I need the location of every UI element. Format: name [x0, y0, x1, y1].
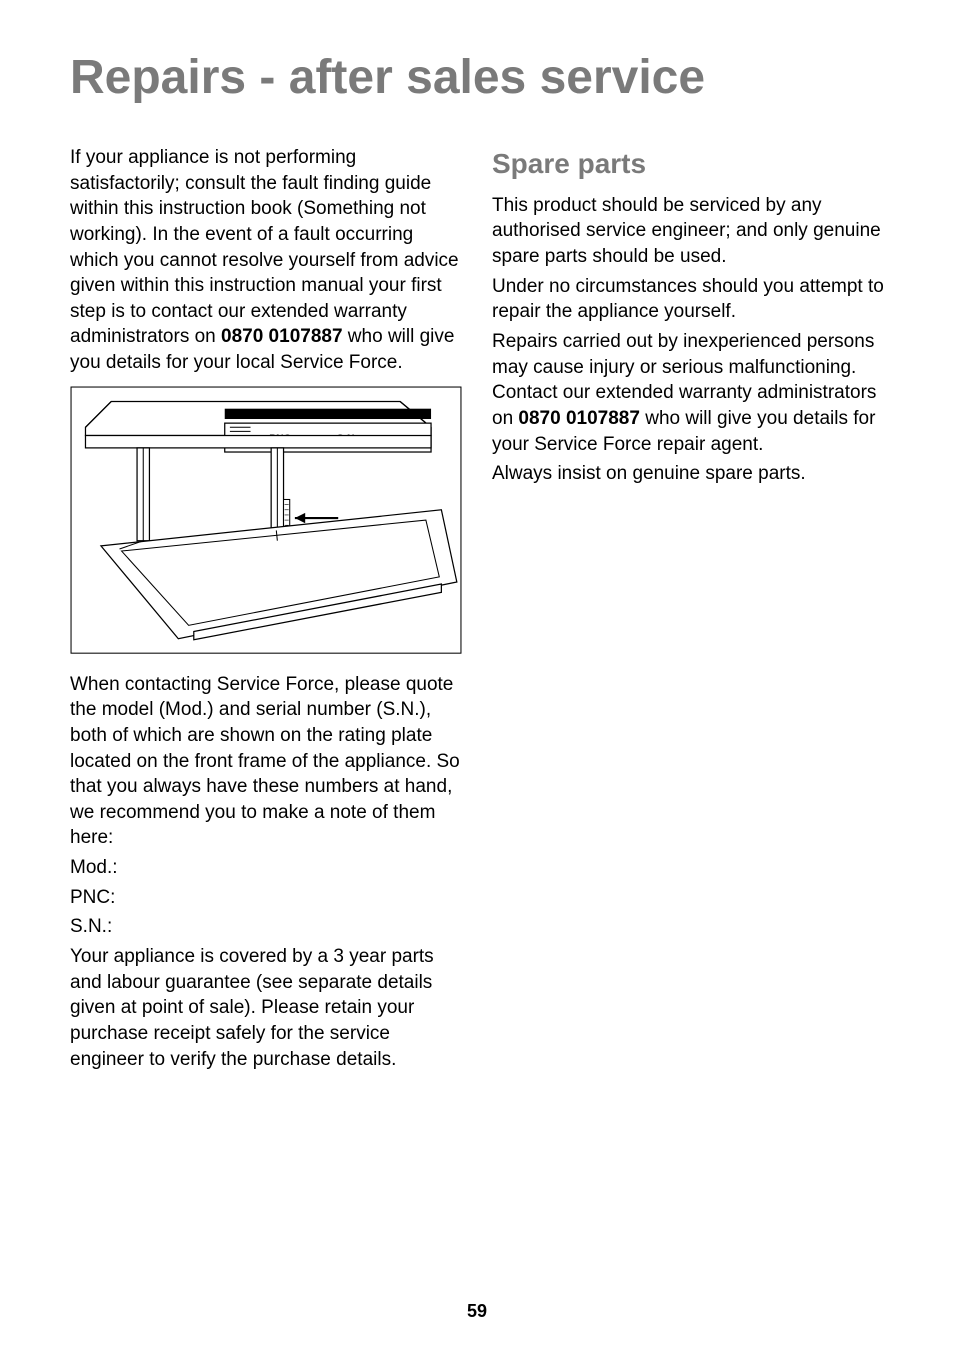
warranty-phone: 0870 0107887	[221, 326, 343, 347]
guarantee-paragraph: Your appliance is covered by a 3 year pa…	[70, 944, 462, 1072]
two-column-layout: If your appliance is not performing sati…	[70, 145, 884, 1076]
pnc-field: PNC:	[70, 885, 462, 911]
right-column: Spare parts This product should be servi…	[492, 145, 884, 1076]
page-number: 59	[0, 1301, 954, 1322]
rating-plate-diagram: PNC ... ... ... .. S-No ........	[70, 386, 462, 662]
spare-para1: This product should be serviced by any a…	[492, 193, 884, 270]
mod-field: Mod.:	[70, 855, 462, 881]
intro-text-a: If your appliance is not performing sati…	[70, 147, 459, 347]
intro-paragraph: If your appliance is not performing sati…	[70, 145, 462, 376]
spare-para4: Always insist on genuine spare parts.	[492, 461, 884, 487]
spare-para3: Repairs carried out by inexperienced per…	[492, 329, 884, 457]
left-column: If your appliance is not performing sati…	[70, 145, 462, 1076]
spare-para2: Under no circumstances should you attemp…	[492, 274, 884, 325]
spare-parts-heading: Spare parts	[492, 145, 884, 183]
sn-field: S.N.:	[70, 914, 462, 940]
page-title: Repairs - after sales service	[70, 50, 884, 105]
spare-phone: 0870 0107887	[518, 408, 640, 429]
appliance-diagram-svg: PNC ... ... ... .. S-No ........	[70, 386, 462, 654]
quote-model-paragraph: When contacting Service Force, please qu…	[70, 672, 462, 851]
page: Repairs - after sales service If your ap…	[0, 0, 954, 1352]
